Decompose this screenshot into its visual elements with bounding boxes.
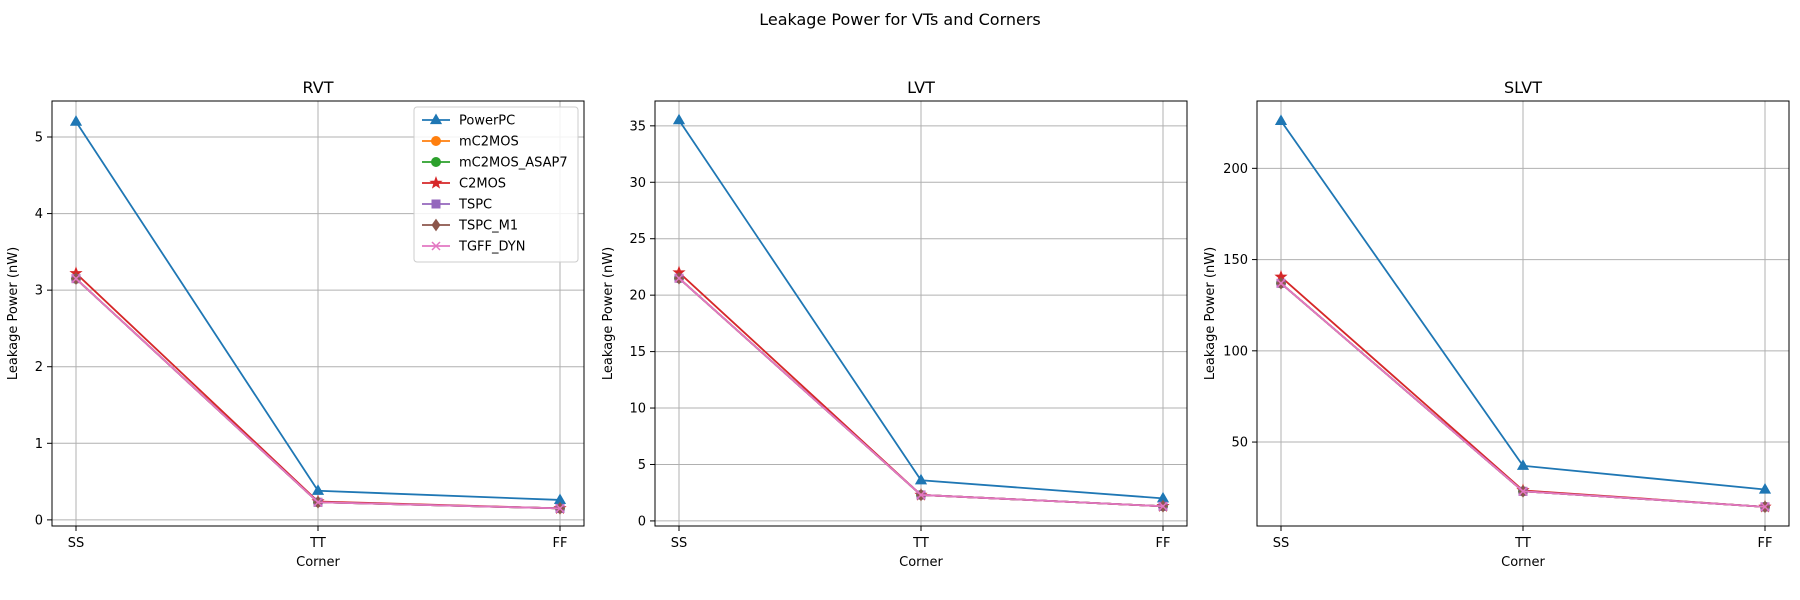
data-point (674, 273, 684, 283)
subplots: SS TT FF 0 1 2 3 4 5 RVT Corner Leakage Power (nW) P… (6, 78, 1790, 570)
series-tgff-dyn (674, 273, 1168, 511)
series-powerpc (69, 115, 567, 505)
series-tgff-dyn (1276, 278, 1770, 512)
y-tick-label: 35 (629, 119, 646, 134)
data-point (1518, 486, 1528, 496)
y-tick-label: 3 (35, 284, 43, 299)
legend: PowerPC mC2MOS mC2MOS_ASAP7 C2MOS TSPC TSPC_M… (413, 106, 579, 263)
data-point (311, 484, 325, 495)
data-point (1516, 459, 1530, 470)
y-tick-label: 2 (35, 360, 43, 375)
y-tick-label: 200 (1223, 162, 1248, 177)
legend-entry: PowerPC (422, 113, 515, 129)
y-tick-label: 25 (629, 232, 646, 247)
subplot-title: SLVT (1504, 78, 1542, 97)
series-powerpc (672, 113, 1170, 503)
legend-entry: mC2MOS (422, 135, 519, 150)
legend-label: TSPC (458, 198, 492, 213)
x-tick-label: SS (1273, 536, 1290, 551)
y-tick-label: 100 (1223, 344, 1248, 359)
x-tick-label: TT (912, 536, 929, 551)
data-point (916, 490, 926, 500)
y-tick-label: 0 (638, 514, 646, 529)
subplot-rvt: SS TT FF 0 1 2 3 4 5 RVT Corner Leakage Power (nW) P… (6, 78, 585, 570)
data-point (1158, 501, 1168, 511)
y-tick-label: 0 (35, 513, 43, 528)
y-tick-label: 20 (629, 289, 646, 304)
x-tick-label: SS (671, 536, 688, 551)
data-point (1276, 278, 1286, 288)
legend-marker (431, 136, 441, 146)
y-tick-label: 15 (629, 345, 646, 360)
x-tick-label: TT (309, 536, 326, 551)
legend-marker (431, 157, 441, 167)
x-tick-label: FF (1758, 536, 1773, 551)
data-point (672, 113, 686, 125)
legend-label: mC2MOS (459, 135, 519, 150)
y-axis-label: Leakage Power (nW) (601, 247, 616, 380)
data-point (555, 503, 565, 513)
x-axis-label: Corner (296, 555, 340, 570)
legend-entry: mC2MOS_ASAP7 (422, 156, 568, 171)
data-point (914, 473, 928, 485)
legend-label: PowerPC (459, 114, 515, 129)
legend-marker (429, 113, 443, 125)
y-tick-label: 30 (629, 176, 646, 191)
data-point (1274, 114, 1288, 125)
x-tick-label: TT (1514, 536, 1531, 551)
x-axis-label: Corner (899, 555, 943, 570)
legend-entry: TGFF_DYN (422, 240, 525, 255)
y-tick-label: 5 (638, 458, 646, 473)
legend-label: mC2MOS_ASAP7 (459, 156, 568, 171)
series-powerpc (1274, 114, 1772, 494)
y-tick-label: 1 (35, 437, 43, 452)
data-point (69, 115, 83, 126)
y-tick-label: 150 (1223, 253, 1248, 268)
data-point (1758, 483, 1772, 494)
legend-label: TSPC_M1 (458, 219, 518, 234)
figure-suptitle: Leakage Power for VTs and Corners (759, 10, 1041, 29)
subplot-title: RVT (303, 78, 334, 97)
legend-marker (431, 199, 441, 209)
x-tick-label: SS (68, 536, 85, 551)
series-tgff-dyn (71, 274, 565, 513)
y-tick-label: 5 (35, 130, 43, 145)
data-point (71, 274, 81, 284)
legend-entry: C2MOS (422, 176, 506, 192)
y-tick-label: 50 (1231, 436, 1248, 451)
x-tick-label: FF (553, 536, 568, 551)
y-tick-label: 10 (629, 402, 646, 417)
legend-frame (413, 106, 579, 263)
x-tick-label: FF (1156, 536, 1171, 551)
legend-marker (431, 241, 441, 251)
legend-entry: TSPC_M1 (422, 219, 518, 234)
data-point (1760, 502, 1770, 512)
y-axis-label: Leakage Power (nW) (1203, 247, 1218, 380)
legend-marker (431, 218, 441, 232)
subplot-title: LVT (907, 78, 935, 97)
y-axis-label: Leakage Power (nW) (6, 247, 21, 380)
y-tick-label: 4 (35, 207, 43, 222)
legend-marker (429, 176, 443, 189)
subplot-slvt: SS TT FF 50 100 150 200 SLVT Corner Leakage Power… (1203, 78, 1790, 570)
data-point (313, 497, 323, 507)
legend-entry: TSPC (422, 198, 492, 213)
legend-label: C2MOS (459, 177, 506, 192)
legend-label: TGFF_DYN (458, 240, 525, 255)
x-axis-label: Corner (1501, 555, 1545, 570)
subplot-lvt: SS TT FF 0 5 10 15 20 25 30 35 LVT Corner Leakage Pow… (601, 78, 1188, 570)
